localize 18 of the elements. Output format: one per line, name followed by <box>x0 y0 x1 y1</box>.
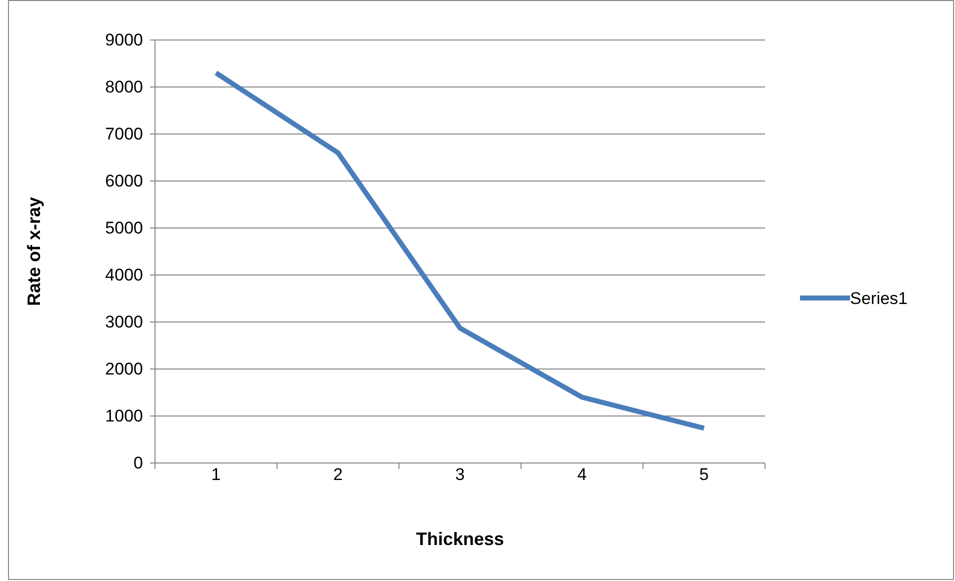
y-tick-label: 8000 <box>105 77 143 96</box>
legend-label: Series1 <box>850 289 908 308</box>
y-tick-label: 4000 <box>105 265 143 284</box>
y-tick-label: 2000 <box>105 359 143 378</box>
x-tick-label: 2 <box>333 465 343 484</box>
x-axis-title: Thickness <box>416 529 504 549</box>
y-tick-label: 6000 <box>105 171 143 190</box>
y-tick-label: 9000 <box>105 30 143 50</box>
y-tick-label: 1000 <box>105 406 143 426</box>
y-tick-label: 7000 <box>105 124 143 144</box>
x-tick-label: 3 <box>455 465 465 484</box>
x-tick-label: 5 <box>699 465 709 484</box>
y-tick-label: 3000 <box>105 312 143 332</box>
y-tick-label: 0 <box>134 453 143 472</box>
y-tick-label: 5000 <box>105 218 143 238</box>
x-tick-label: 4 <box>577 465 587 484</box>
x-tick-label: 1 <box>211 465 221 484</box>
y-axis-title: Rate of x-ray <box>24 196 44 306</box>
